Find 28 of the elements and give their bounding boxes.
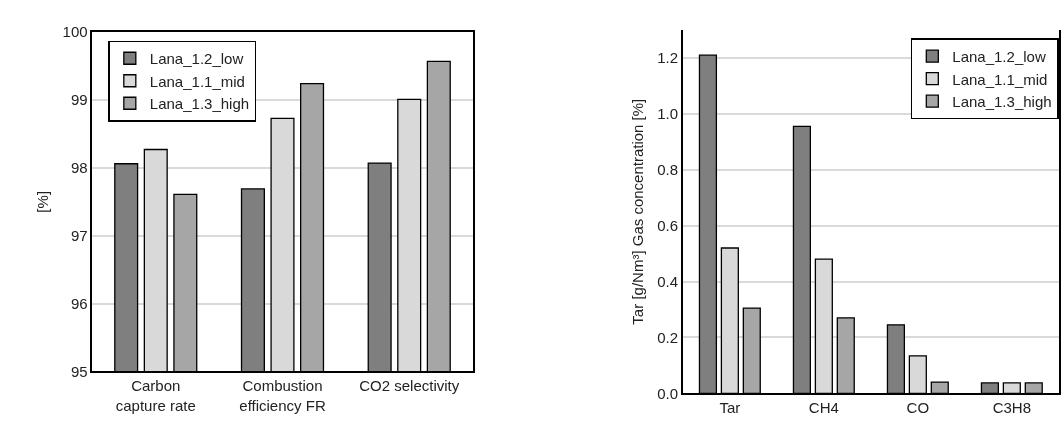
legend-label: Lana_1.3_high [149, 95, 250, 113]
legend-label: Lana_1.1_mid [952, 70, 1048, 88]
legend-label: Lana_1.1_mid [149, 72, 245, 90]
x-tick-label: Combustion efficiency FR [239, 377, 326, 414]
y-tick-label: 0.4 [657, 272, 679, 290]
legend-label: Lana_1.2_low [952, 48, 1046, 65]
x-tick-label: CH4 [808, 399, 839, 417]
y-tick-label: 98 [70, 159, 88, 177]
legend-label: Lana_1.3_high [952, 93, 1052, 110]
y-tick-label: 0.2 [657, 328, 679, 346]
x-tick-label: Tar [719, 399, 741, 417]
x-tick-label: Carbon capture rate [115, 377, 196, 414]
y-tick-label: 97 [70, 226, 88, 244]
y-tick-label: 0.8 [657, 160, 679, 178]
y-axis-title: [%] [34, 190, 52, 213]
y-tick-label: 1.0 [657, 105, 679, 123]
y-tick-label: 0.6 [657, 216, 679, 234]
y-tick-label: 95 [70, 362, 88, 380]
y-axis-title: Tar [g/Nm³] Gas concentration [%] [629, 98, 647, 325]
y-tick-label: 96 [70, 294, 88, 312]
y-tick-label: 99 [70, 91, 88, 109]
y-tick-label: 100 [62, 23, 88, 41]
x-tick-label: C3H8 [992, 399, 1031, 417]
y-tick-label: 1.2 [657, 49, 679, 67]
y-tick-label: 0.0 [657, 384, 679, 402]
x-tick-label: CO2 selectivity [359, 377, 460, 395]
x-tick-label: CO [906, 399, 930, 417]
legend-label: Lana_1.2_low [149, 50, 244, 68]
